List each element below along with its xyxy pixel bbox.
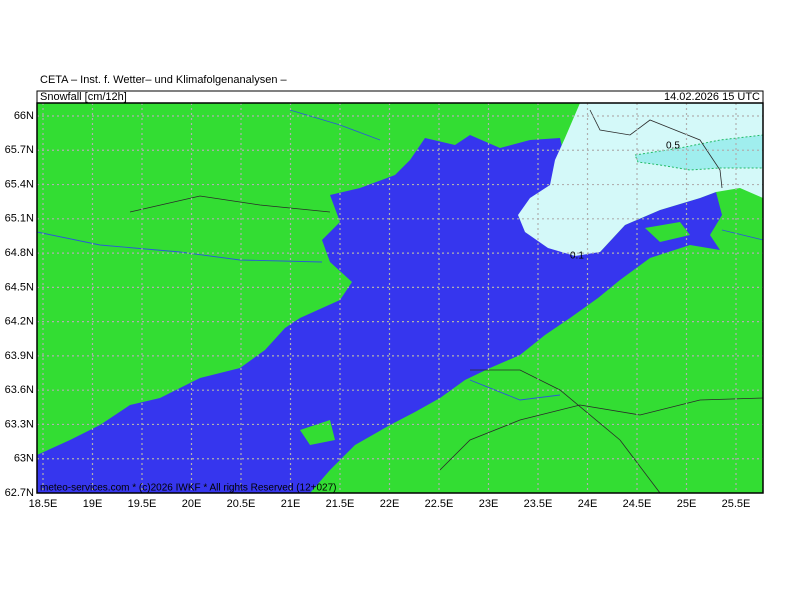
longitude-label: 19E [83, 498, 103, 510]
latitude-label: 66N [14, 110, 34, 122]
longitude-label: 20.5E [227, 498, 256, 510]
latitude-label: 63.9N [5, 350, 34, 362]
latitude-label: 65.7N [5, 144, 34, 156]
latitude-label: 63N [14, 453, 34, 465]
latitude-label: 62.7N [5, 487, 34, 499]
longitude-label: 25.5E [722, 498, 751, 510]
header-title: CETA – Inst. f. Wetter– und Klimafolgena… [40, 74, 287, 86]
snowfall-light [518, 103, 763, 256]
latitude-label: 63.6N [5, 384, 34, 396]
latitude-label: 65.1N [5, 213, 34, 225]
longitude-label: 25E [677, 498, 697, 510]
longitude-label: 19.5E [128, 498, 157, 510]
longitude-label: 20E [182, 498, 202, 510]
border [129, 109, 764, 494]
map-frame [36, 102, 764, 494]
sea [37, 135, 722, 493]
valid-time: 14.02.2026 15 UTC [664, 91, 760, 103]
longitude-label: 22.5E [425, 498, 454, 510]
longitude-label: 22E [380, 498, 400, 510]
parameter-label: Snowfall [cm/12h] [40, 91, 127, 103]
map: 0.5 0.1 meteo-services.com * (c)2026 IWK… [36, 102, 764, 494]
longitude-label: 23E [479, 498, 499, 510]
island [300, 420, 335, 445]
header-bar [36, 90, 764, 104]
contour-label: 0.1 [570, 251, 584, 262]
longitude-label: 18.5E [29, 498, 58, 510]
latitude-label: 64.5N [5, 281, 34, 293]
snowfall-moderate [634, 134, 764, 171]
contour-label: 0.5 [666, 141, 680, 152]
longitude-label: 21E [281, 498, 301, 510]
latitude-label: 64.8N [5, 247, 34, 259]
latitude-label: 65.4N [5, 178, 34, 190]
longitude-label: 21.5E [326, 498, 355, 510]
island [645, 222, 690, 242]
latitude-label: 64.2N [5, 316, 34, 328]
longitude-label: 23.5E [524, 498, 553, 510]
longitude-label: 24.5E [623, 498, 652, 510]
footer: meteo-services.com * (c)2026 IWKF * All … [40, 483, 337, 494]
latitude-label: 63.3N [5, 418, 34, 430]
longitude-label: 24E [578, 498, 598, 510]
